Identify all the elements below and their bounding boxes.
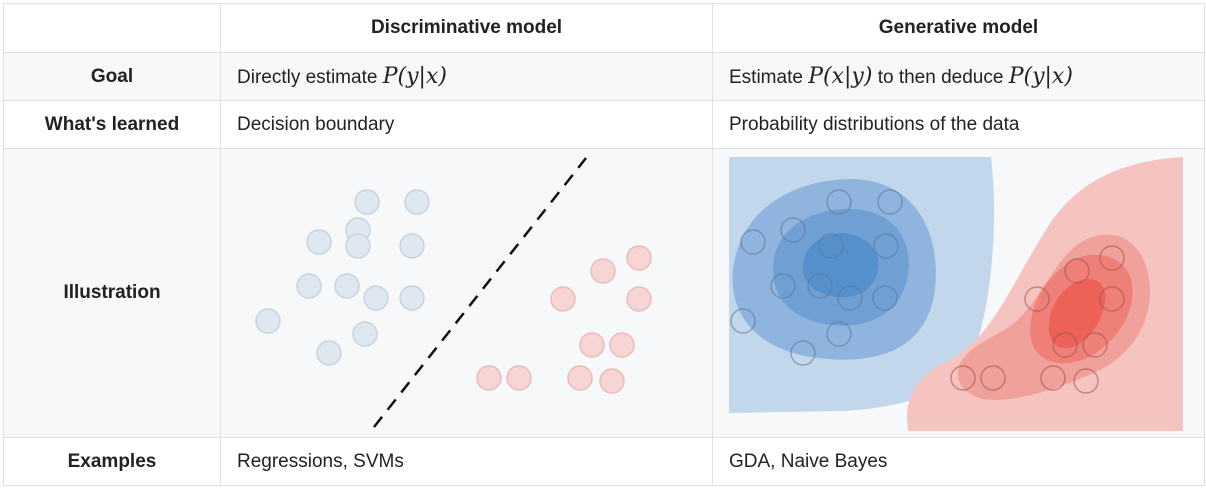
examples-generative: GDA, Naive Bayes <box>712 437 1205 486</box>
blue-point <box>399 233 425 259</box>
goal-gen-formula-1: P(x|y) <box>808 64 873 89</box>
red-point <box>567 365 593 391</box>
comparison-table: Discriminative model Generative model Go… <box>3 3 1205 486</box>
blue-point <box>826 321 852 347</box>
discriminative-illustration <box>255 157 652 428</box>
goal-gen-text-prefix: Estimate <box>729 67 809 88</box>
illustration-discriminative <box>220 148 713 438</box>
goal-discriminative: Directly estimate P(y|x) <box>220 52 713 101</box>
goal-generative: Estimate P(x|y) to then deduce P(y|x) <box>712 52 1205 101</box>
blue-point <box>780 217 806 243</box>
blue-point <box>345 233 371 259</box>
blue-point <box>740 229 766 255</box>
blue-point <box>790 340 816 366</box>
red-point <box>476 365 502 391</box>
row-label-illustration: Illustration <box>3 148 221 438</box>
goal-disc-text: Directly estimate <box>237 67 383 88</box>
red-point <box>626 245 652 271</box>
row-illustration: Illustration <box>3 148 1205 438</box>
generative-illustration <box>729 157 1183 431</box>
examples-discriminative: Regressions, SVMs <box>220 437 713 486</box>
blue-point <box>770 273 796 299</box>
blue-point <box>872 285 898 311</box>
goal-gen-text-middle: to then deduce <box>872 67 1009 88</box>
red-point <box>1052 332 1078 358</box>
red-point <box>1024 286 1050 312</box>
red-contour-inner <box>1048 279 1106 349</box>
red-point <box>1040 365 1066 391</box>
blue-point <box>399 285 425 311</box>
blue-point <box>826 189 852 215</box>
blue-point <box>404 189 430 215</box>
blue-point <box>818 233 844 259</box>
row-learned: What's learned Decision boundary Probabi… <box>3 100 1205 149</box>
illustration-generative <box>712 148 1205 438</box>
red-point <box>1073 368 1099 394</box>
red-point <box>1064 258 1090 284</box>
blue-point <box>807 273 833 299</box>
blue-density-contours <box>729 157 994 413</box>
row-label-goal: Goal <box>3 52 221 101</box>
blue-point <box>730 308 756 334</box>
blue-point <box>334 273 360 299</box>
learned-discriminative: Decision boundary <box>220 100 713 149</box>
red-point <box>980 365 1006 391</box>
row-label-examples: Examples <box>3 437 221 486</box>
row-label-learned: What's learned <box>3 100 221 149</box>
row-goal: Goal Directly estimate P(y|x) Estimate P… <box>3 52 1205 101</box>
blue-point <box>296 273 322 299</box>
blue-point <box>877 189 903 215</box>
blue-point <box>354 189 380 215</box>
blue-point <box>363 285 389 311</box>
blue-contour-inner <box>802 233 879 298</box>
red-point <box>590 258 616 284</box>
blue-point <box>306 229 332 255</box>
blue-point <box>255 308 281 334</box>
header-discriminative: Discriminative model <box>220 3 713 53</box>
red-point <box>1099 245 1125 271</box>
row-examples: Examples Regressions, SVMs GDA, Naive Ba… <box>3 437 1205 486</box>
red-point <box>1099 286 1125 312</box>
red-point <box>506 365 532 391</box>
red-point <box>599 368 625 394</box>
red-point <box>950 365 976 391</box>
red-point <box>609 332 635 358</box>
blue-point <box>873 233 899 259</box>
red-point <box>579 332 605 358</box>
header-empty-cell <box>3 3 221 53</box>
goal-disc-formula: P(y|x) <box>382 64 447 89</box>
red-point <box>626 286 652 312</box>
learned-generative: Probability distributions of the data <box>712 100 1205 149</box>
red-point <box>550 286 576 312</box>
blue-point <box>352 321 378 347</box>
goal-gen-formula-2: P(y|x) <box>1008 64 1073 89</box>
blue-point <box>837 285 863 311</box>
blue-point <box>316 340 342 366</box>
red-point <box>1082 332 1108 358</box>
header-generative: Generative model <box>712 3 1205 53</box>
